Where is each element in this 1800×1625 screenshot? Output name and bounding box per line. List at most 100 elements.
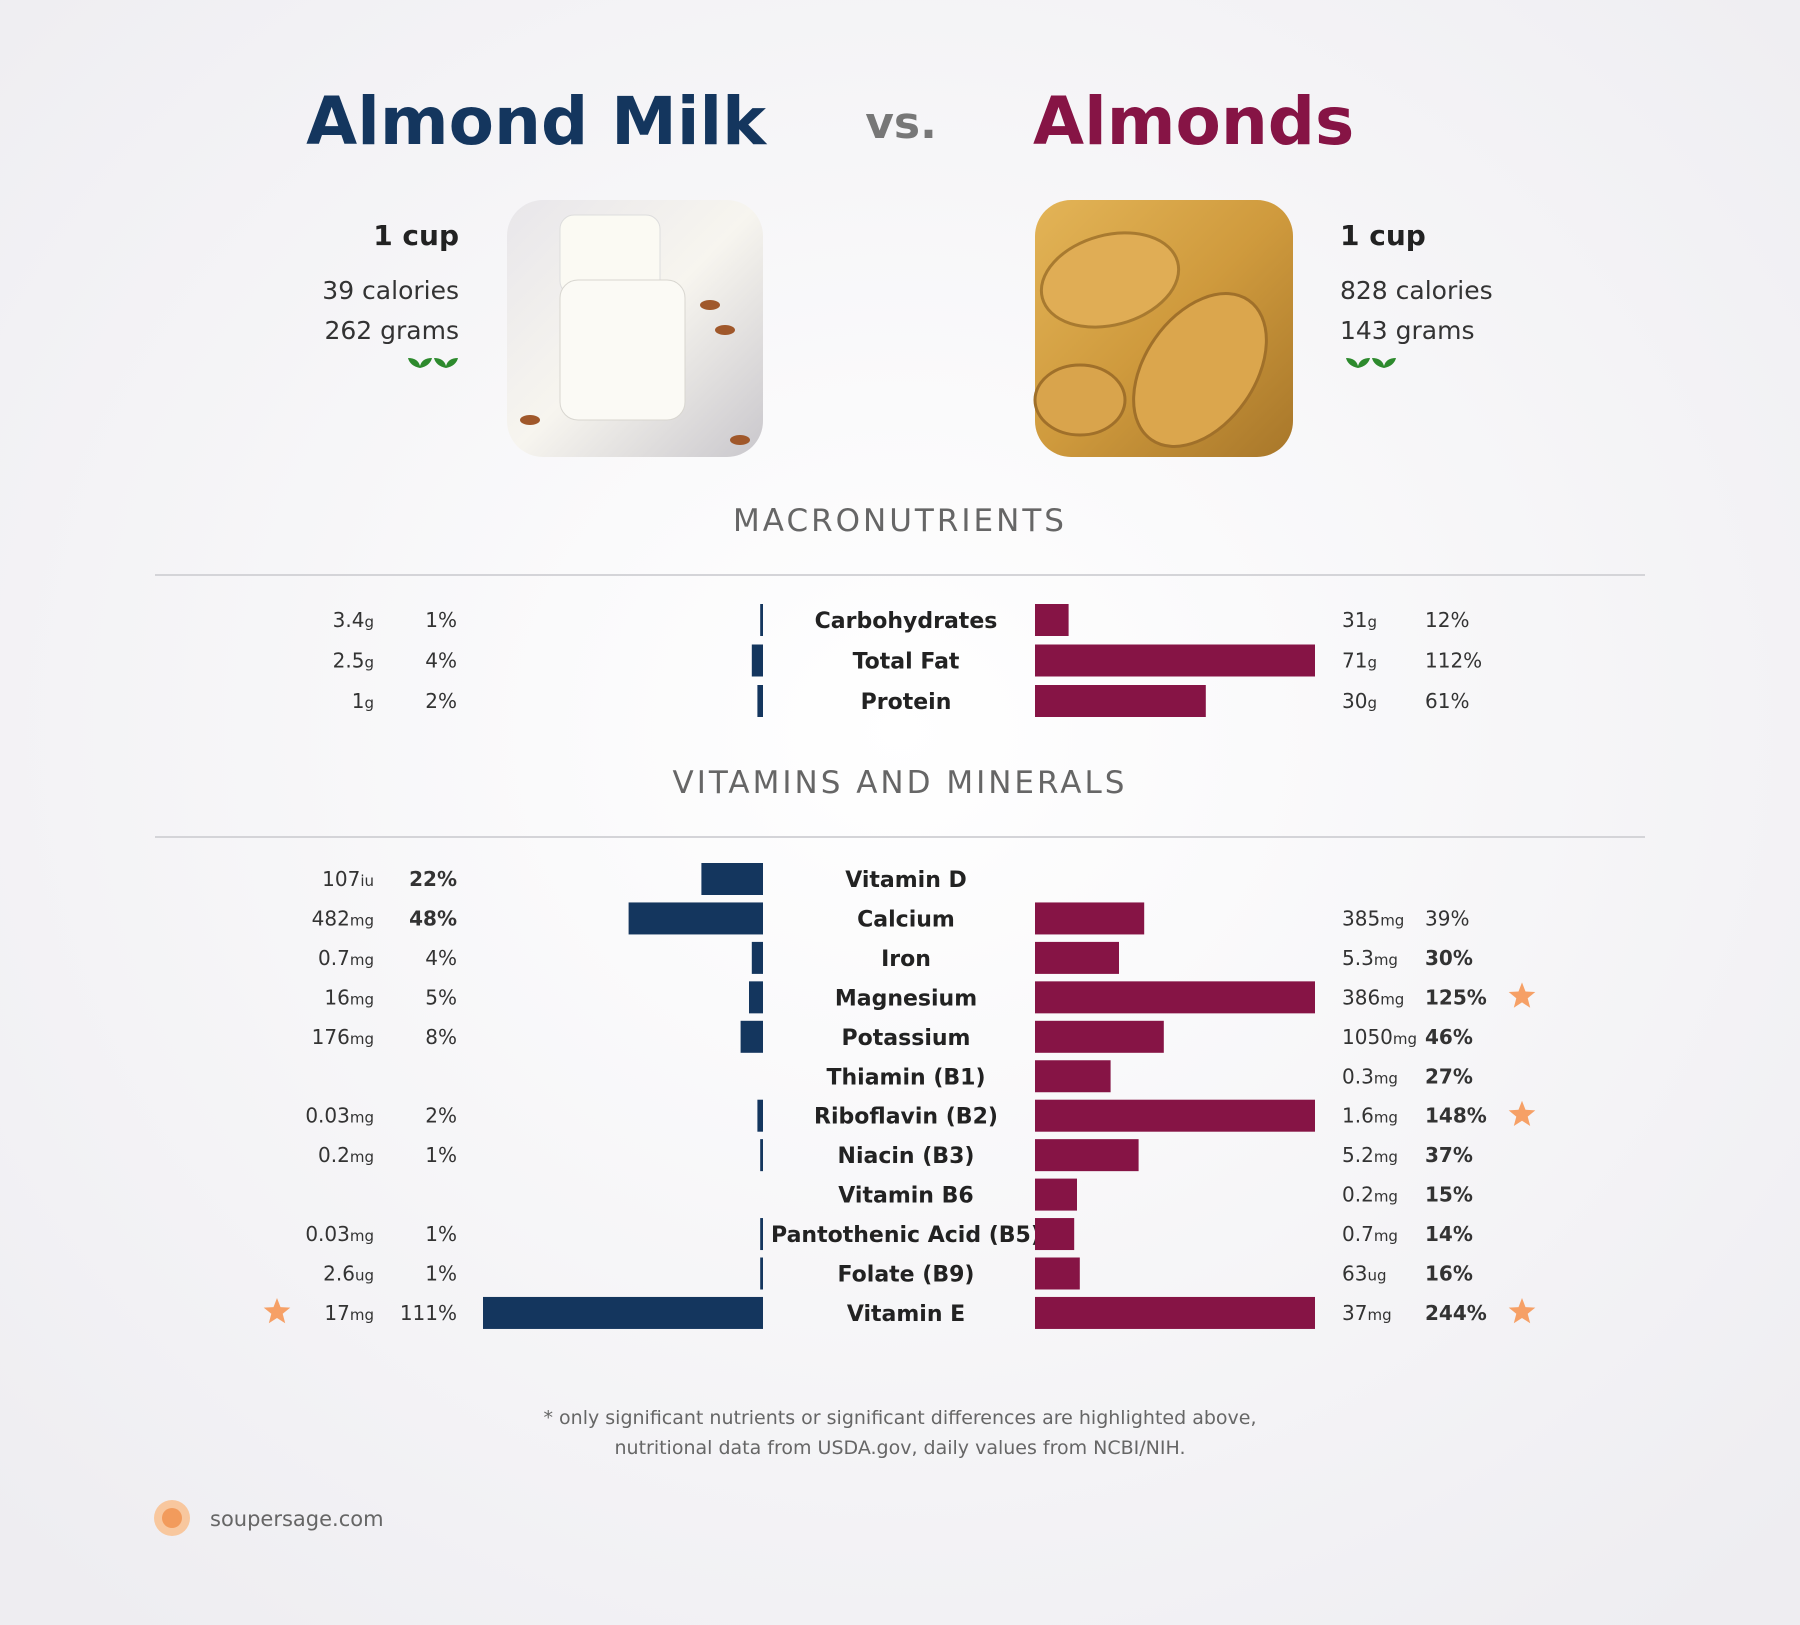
amount-value: 16 <box>324 985 349 1009</box>
amount: 0.3mg <box>1342 1064 1398 1088</box>
amount-unit: g <box>364 694 374 712</box>
bar <box>760 1218 763 1251</box>
amount: 1g <box>352 689 374 713</box>
bar <box>628 902 763 935</box>
nutrient-row: Vitamin B6 0.2mg 15% <box>838 1178 1473 1211</box>
amount-value: 385 <box>1342 906 1380 930</box>
daily-percent: 2% <box>425 1104 457 1128</box>
daily-percent: 39% <box>1425 906 1469 930</box>
star-icon <box>1508 1298 1536 1324</box>
amount: 176mg <box>312 1025 374 1049</box>
bar <box>749 981 763 1014</box>
amount-value: 0.2 <box>318 1143 350 1167</box>
nutrient-name: Magnesium <box>835 986 977 1011</box>
amount-value: 2.5 <box>333 649 365 673</box>
bar <box>701 863 763 895</box>
amount-value: 0.2 <box>1342 1183 1374 1207</box>
calories: 828 calories <box>1340 276 1493 305</box>
nutrient-name: Folate (B9) <box>838 1263 975 1288</box>
star-icon <box>1508 982 1536 1008</box>
amount-value: 176 <box>312 1025 350 1049</box>
amount-value: 0.7 <box>318 946 350 970</box>
bar <box>1035 1257 1080 1290</box>
footnote: nutritional data from USDA.gov, daily va… <box>614 1437 1185 1459</box>
daily-percent: 48% <box>409 906 457 930</box>
amount: 482mg <box>312 906 374 930</box>
amount: 0.7mg <box>1342 1222 1398 1246</box>
bar <box>1035 1020 1164 1053</box>
amount-value: 31 <box>1342 608 1367 632</box>
brand-logo <box>154 1500 190 1536</box>
nutrient-name: Vitamin D <box>845 868 967 893</box>
daily-percent: 111% <box>400 1301 457 1325</box>
bar <box>1035 1060 1111 1093</box>
section-title: VITAMINS AND MINERALS <box>673 765 1128 801</box>
amount-value: 37 <box>1342 1301 1367 1325</box>
bar <box>1035 1178 1077 1211</box>
amount-value: 1.6 <box>1342 1104 1374 1128</box>
amount-value: 386 <box>1342 985 1380 1009</box>
amount-unit: mg <box>350 1227 374 1245</box>
bar <box>751 644 763 677</box>
serving-size: 1 cup <box>1340 219 1426 252</box>
amount-unit: mg <box>350 911 374 929</box>
amount-unit: mg <box>350 951 374 969</box>
daily-percent: 16% <box>1425 1262 1473 1286</box>
serving-size: 1 cup <box>373 219 459 252</box>
amount-unit: mg <box>1374 1227 1398 1245</box>
amount: 71g <box>1342 649 1377 673</box>
bar <box>1035 685 1206 717</box>
bar <box>1035 941 1119 974</box>
bar <box>483 1296 763 1329</box>
left-title: Almond Milk <box>306 83 768 160</box>
amount-value: 0.3 <box>1342 1064 1374 1088</box>
amount-unit: g <box>364 613 374 631</box>
star-icon <box>263 1298 291 1324</box>
nutrient-name: Calcium <box>857 907 955 932</box>
amount: 3.4g <box>333 608 374 632</box>
nutrient-row: Thiamin (B1) 0.3mg 27% <box>826 1060 1473 1093</box>
amount: 16mg <box>324 985 374 1009</box>
amount-unit: mg <box>1380 911 1404 929</box>
bar <box>740 1020 763 1053</box>
amount-value: 30 <box>1342 689 1367 713</box>
bar <box>1035 604 1069 636</box>
daily-percent: 12% <box>1425 608 1469 632</box>
amount: 0.2mg <box>318 1143 374 1167</box>
daily-percent: 148% <box>1425 1104 1487 1128</box>
bar <box>1035 1099 1315 1132</box>
weight: 262 grams <box>324 316 459 345</box>
milk-image <box>507 200 763 457</box>
amount-value: 482 <box>312 906 350 930</box>
daily-percent: 1% <box>425 1143 457 1167</box>
daily-percent: 2% <box>425 689 457 713</box>
section-title: MACRONUTRIENTS <box>733 503 1067 539</box>
amount-unit: mg <box>1374 1188 1398 1206</box>
amount-unit: mg <box>1393 1030 1417 1048</box>
amount-unit: g <box>1367 694 1377 712</box>
amount: 5.3mg <box>1342 946 1398 970</box>
daily-percent: 15% <box>1425 1183 1473 1207</box>
right-title: Almonds <box>1033 83 1354 160</box>
amount-unit: mg <box>1374 1148 1398 1166</box>
amount-unit: g <box>1367 613 1377 631</box>
amount-value: 0.7 <box>1342 1222 1374 1246</box>
daily-percent: 1% <box>425 1262 457 1286</box>
nutrient-row: Pantothenic Acid (B5)0.03mg 1% 0.7mg 14% <box>305 1218 1473 1251</box>
daily-percent: 1% <box>425 608 457 632</box>
bar <box>1035 644 1315 677</box>
daily-percent: 37% <box>1425 1143 1473 1167</box>
bar <box>1035 1296 1315 1329</box>
amount-unit: mg <box>1374 1109 1398 1127</box>
nutrient-row: Folate (B9)2.6ug 1% 63ug 16% <box>323 1257 1473 1290</box>
amount: 37mg <box>1342 1301 1392 1325</box>
weight: 143 grams <box>1340 316 1475 345</box>
amount-value: 63 <box>1342 1262 1367 1286</box>
almonds-image <box>1033 200 1293 457</box>
amount-value: 17 <box>324 1301 349 1325</box>
